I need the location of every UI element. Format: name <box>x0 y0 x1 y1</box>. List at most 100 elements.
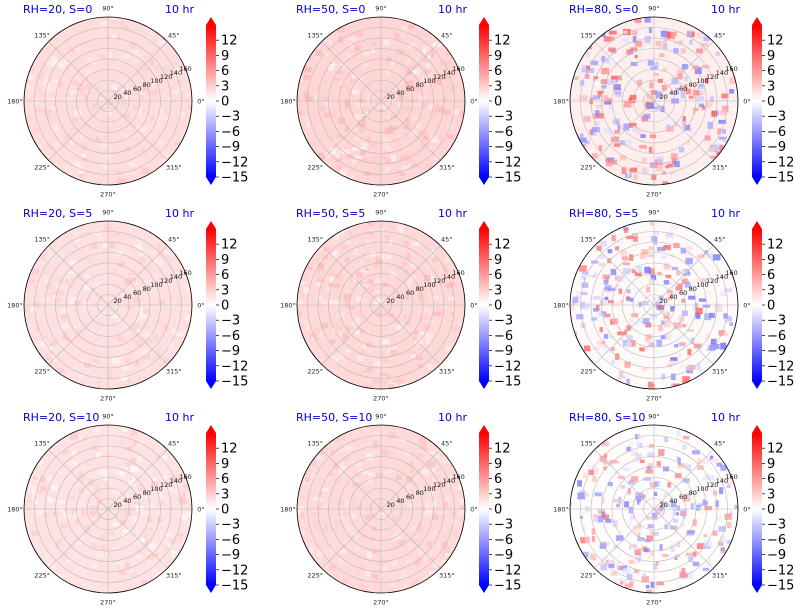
field-cell <box>101 533 108 539</box>
field-cell <box>48 106 56 111</box>
field-cell <box>350 503 357 507</box>
radius-tick-label: 160 <box>179 269 191 277</box>
field-cell <box>356 296 363 302</box>
field-cell <box>645 469 653 474</box>
field-cell <box>333 77 342 82</box>
field-cell <box>459 498 465 506</box>
field-cell <box>44 87 52 93</box>
angle-tick-label: 135° <box>580 32 596 40</box>
field-cell <box>421 468 430 475</box>
radius-tick-label: 120 <box>706 481 718 489</box>
colorbar-tick-label: −9 <box>221 548 240 563</box>
field-cell <box>60 103 65 110</box>
colorbar-tick-label: 12 <box>221 34 238 49</box>
field-cell <box>669 225 677 230</box>
field-cell <box>669 171 676 175</box>
field-cell <box>85 274 90 278</box>
colorbar-tick-label: 3 <box>767 283 775 298</box>
angular-gridline <box>380 304 441 365</box>
field-cell <box>179 499 188 505</box>
field-cell <box>603 313 611 318</box>
field-cell <box>337 26 345 33</box>
field-cell <box>125 97 134 101</box>
field-cell <box>129 501 134 505</box>
colorbar-tick-label: −9 <box>494 548 513 563</box>
field-cell <box>671 501 677 508</box>
field-cell <box>704 313 712 321</box>
field-cell <box>656 156 664 164</box>
field-cell <box>656 339 663 347</box>
field-cell <box>331 533 336 536</box>
field-cell <box>155 349 161 354</box>
field-cell <box>409 275 416 281</box>
field-cell <box>443 109 451 116</box>
field-cell <box>659 53 665 58</box>
field-cell <box>733 106 738 111</box>
field-cell <box>634 55 638 59</box>
field-cell <box>346 54 352 59</box>
field-cell <box>570 303 575 311</box>
field-cell <box>39 254 46 261</box>
field-cell <box>697 44 702 49</box>
field-cell <box>143 534 150 540</box>
field-cell <box>443 75 451 80</box>
field-cell <box>645 286 651 293</box>
field-cell <box>649 518 655 524</box>
field-cell <box>588 45 592 50</box>
radius-tick-label: 20 <box>387 501 395 509</box>
field-cell <box>123 113 130 119</box>
field-cell <box>343 510 347 515</box>
field-cell <box>445 79 450 87</box>
colorbar-tick-label: 3 <box>494 487 502 502</box>
field-cell <box>112 522 119 526</box>
field-cell <box>343 294 351 300</box>
field-cell <box>365 453 373 460</box>
field-cell <box>44 77 49 83</box>
field-cell <box>59 261 68 267</box>
field-cell <box>386 377 393 383</box>
field-cell <box>595 304 600 311</box>
field-cell <box>396 512 402 517</box>
field-cell <box>98 468 106 475</box>
field-cell <box>335 154 340 160</box>
field-cell <box>115 228 120 232</box>
field-cell <box>396 134 404 139</box>
field-cell <box>718 526 726 532</box>
colorbar-gradient <box>752 229 762 381</box>
field-cell <box>600 79 608 84</box>
field-cell <box>364 515 371 520</box>
field-cell <box>329 339 336 344</box>
angle-tick-label: 45° <box>441 440 453 448</box>
field-cell <box>386 327 391 335</box>
colorbar-min-extend <box>479 177 489 185</box>
field-cell <box>179 112 185 117</box>
field-cell <box>614 130 620 134</box>
field-cell <box>394 349 398 354</box>
colorbar-gradient <box>479 25 489 177</box>
field-cell <box>627 171 631 177</box>
field-cell <box>132 440 137 447</box>
field-cell <box>168 250 176 257</box>
field-cell <box>318 94 326 100</box>
field-cell <box>51 483 58 491</box>
angular-gridline <box>107 245 168 306</box>
field-cell <box>704 290 711 297</box>
field-cell <box>339 536 344 543</box>
field-cell <box>414 166 423 171</box>
field-cell <box>583 115 591 122</box>
field-cell <box>43 280 48 284</box>
field-cell <box>390 60 395 66</box>
field-cell <box>119 487 128 493</box>
field-cell <box>656 581 664 586</box>
field-cell <box>692 501 701 506</box>
field-cell <box>55 541 59 548</box>
field-cell <box>147 542 156 550</box>
field-cell <box>662 509 669 513</box>
field-cell <box>94 427 100 434</box>
field-cell <box>322 503 327 510</box>
field-cell <box>103 473 109 481</box>
angle-tick-label: 135° <box>307 440 323 448</box>
